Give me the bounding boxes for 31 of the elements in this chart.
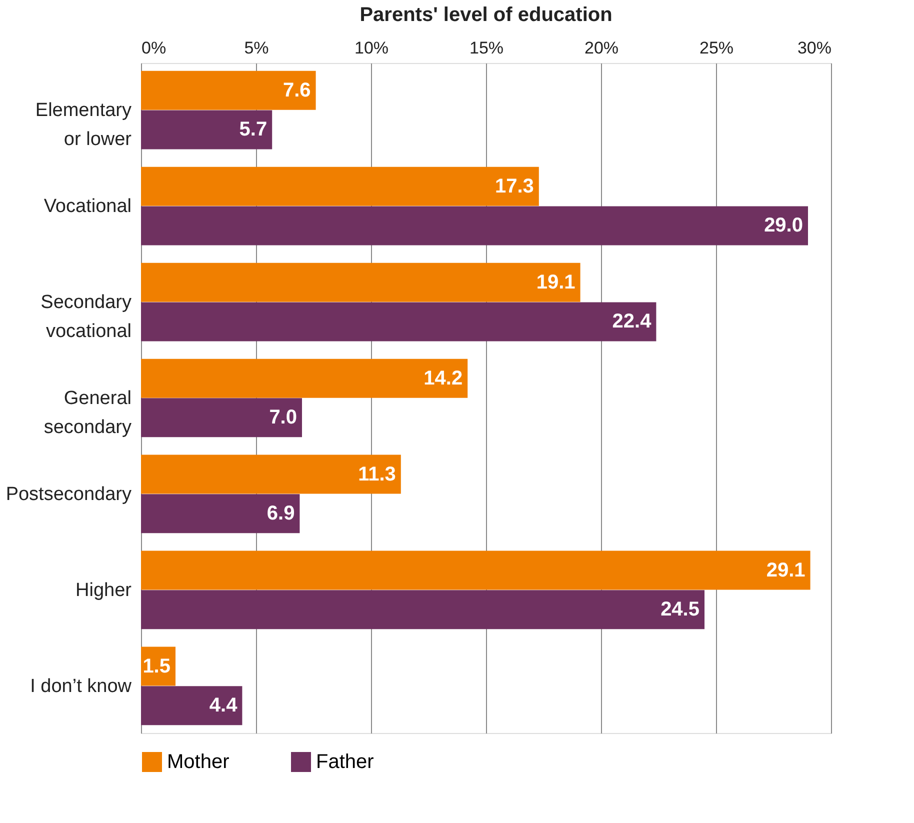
data-label: 4.4 [209, 694, 238, 717]
y-tick-label: Vocational [44, 196, 132, 218]
data-label: 7.0 [269, 406, 297, 429]
y-tick-label: I don’t know [30, 676, 132, 697]
data-label: 17.3 [494, 175, 534, 198]
data-label: 1.5 [142, 655, 170, 678]
x-tick-label: 0% [142, 38, 166, 58]
chart-title: Parents' level of education [360, 4, 612, 26]
y-tick-label: Postsecondary [6, 484, 132, 505]
data-label: 11.3 [358, 463, 396, 486]
y-tick-label: Secondary vocational [40, 292, 132, 342]
x-tick-label: 5% [244, 38, 269, 58]
data-label: 5.7 [239, 118, 268, 141]
data-label: 29.0 [764, 214, 803, 237]
y-tick-label: Higher [76, 580, 132, 601]
data-label: 22.4 [612, 310, 652, 333]
data-label: 19.1 [536, 271, 576, 294]
x-tick-label: 20% [584, 38, 619, 58]
data-label: 14.2 [424, 367, 463, 390]
y-tick-label: General secondary [44, 388, 132, 438]
data-label: 7.6 [282, 79, 311, 102]
x-tick-label: 25% [699, 38, 734, 58]
x-tick-label: 15% [469, 38, 504, 58]
data-label: 6.9 [266, 502, 295, 525]
data-label: 24.5 [660, 598, 700, 621]
legend-label: Mother [167, 751, 230, 773]
x-tick-label: 30% [797, 38, 832, 58]
legend-label: Father [316, 751, 374, 773]
data-label: 29.1 [766, 559, 806, 582]
x-tick-label: 10% [354, 38, 389, 58]
y-tick-label: Elementary or lower [35, 100, 132, 150]
